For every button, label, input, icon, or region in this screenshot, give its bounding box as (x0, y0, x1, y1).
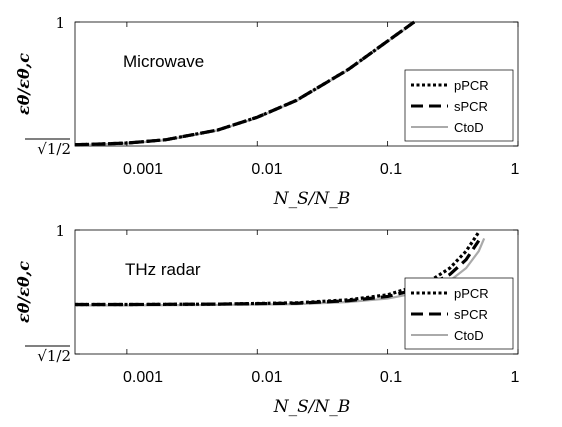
y-tick-label-top: 1 (55, 222, 65, 240)
y-ticks (75, 21, 518, 147)
y-tick-label-bottom: √1/2 (37, 347, 71, 365)
series-line-ppcr (74, 20, 416, 147)
x-tick-label: 0.01 (251, 369, 282, 386)
x-axis-label: N_S/N_B (273, 189, 351, 209)
legend-label: sPCR (454, 99, 488, 114)
x-ticks (126, 230, 519, 354)
legend-label: pPCR (454, 286, 489, 301)
y-axis-label: εθ/εθ,c (14, 53, 33, 115)
panel-annotation: THz radar (125, 260, 201, 279)
legend: pPCR sPCR CtoD (404, 277, 514, 350)
series-line-spcr (74, 20, 416, 147)
series-group (74, 20, 416, 147)
legend-label: sPCR (454, 307, 488, 322)
panel-top: Microwave 1 √1/2 εθ/εθ,c 0.001 0.01 0.1 … (14, 14, 520, 209)
panel-bottom: THz radar 1 √1/2 εθ/εθ,c 0.001 0.01 0.1 … (14, 222, 520, 417)
legend: pPCR sPCR CtoD (404, 69, 514, 142)
x-axis-label: N_S/N_B (273, 397, 351, 417)
y-tick-label-top: 1 (55, 14, 65, 32)
x-tick-label: 0.01 (251, 161, 282, 178)
x-tick-label: 0.1 (380, 161, 402, 178)
y-axis-label: εθ/εθ,c (14, 261, 33, 323)
legend-label: CtoD (454, 328, 484, 343)
x-ticks (126, 22, 519, 146)
legend-label: CtoD (454, 120, 484, 135)
y-ticks (75, 229, 518, 355)
series-line-ppcr (75, 231, 481, 307)
panel-annotation: Microwave (123, 52, 204, 71)
x-tick-label: 0.001 (123, 161, 163, 178)
x-tick-label: 1 (511, 161, 520, 178)
series-group (75, 231, 486, 307)
x-tick-label: 0.1 (380, 369, 402, 386)
x-tick-label: 1 (511, 369, 520, 386)
legend-label: pPCR (454, 78, 489, 93)
x-tick-label: 0.001 (123, 369, 163, 386)
y-tick-label-bottom: √1/2 (37, 140, 71, 158)
